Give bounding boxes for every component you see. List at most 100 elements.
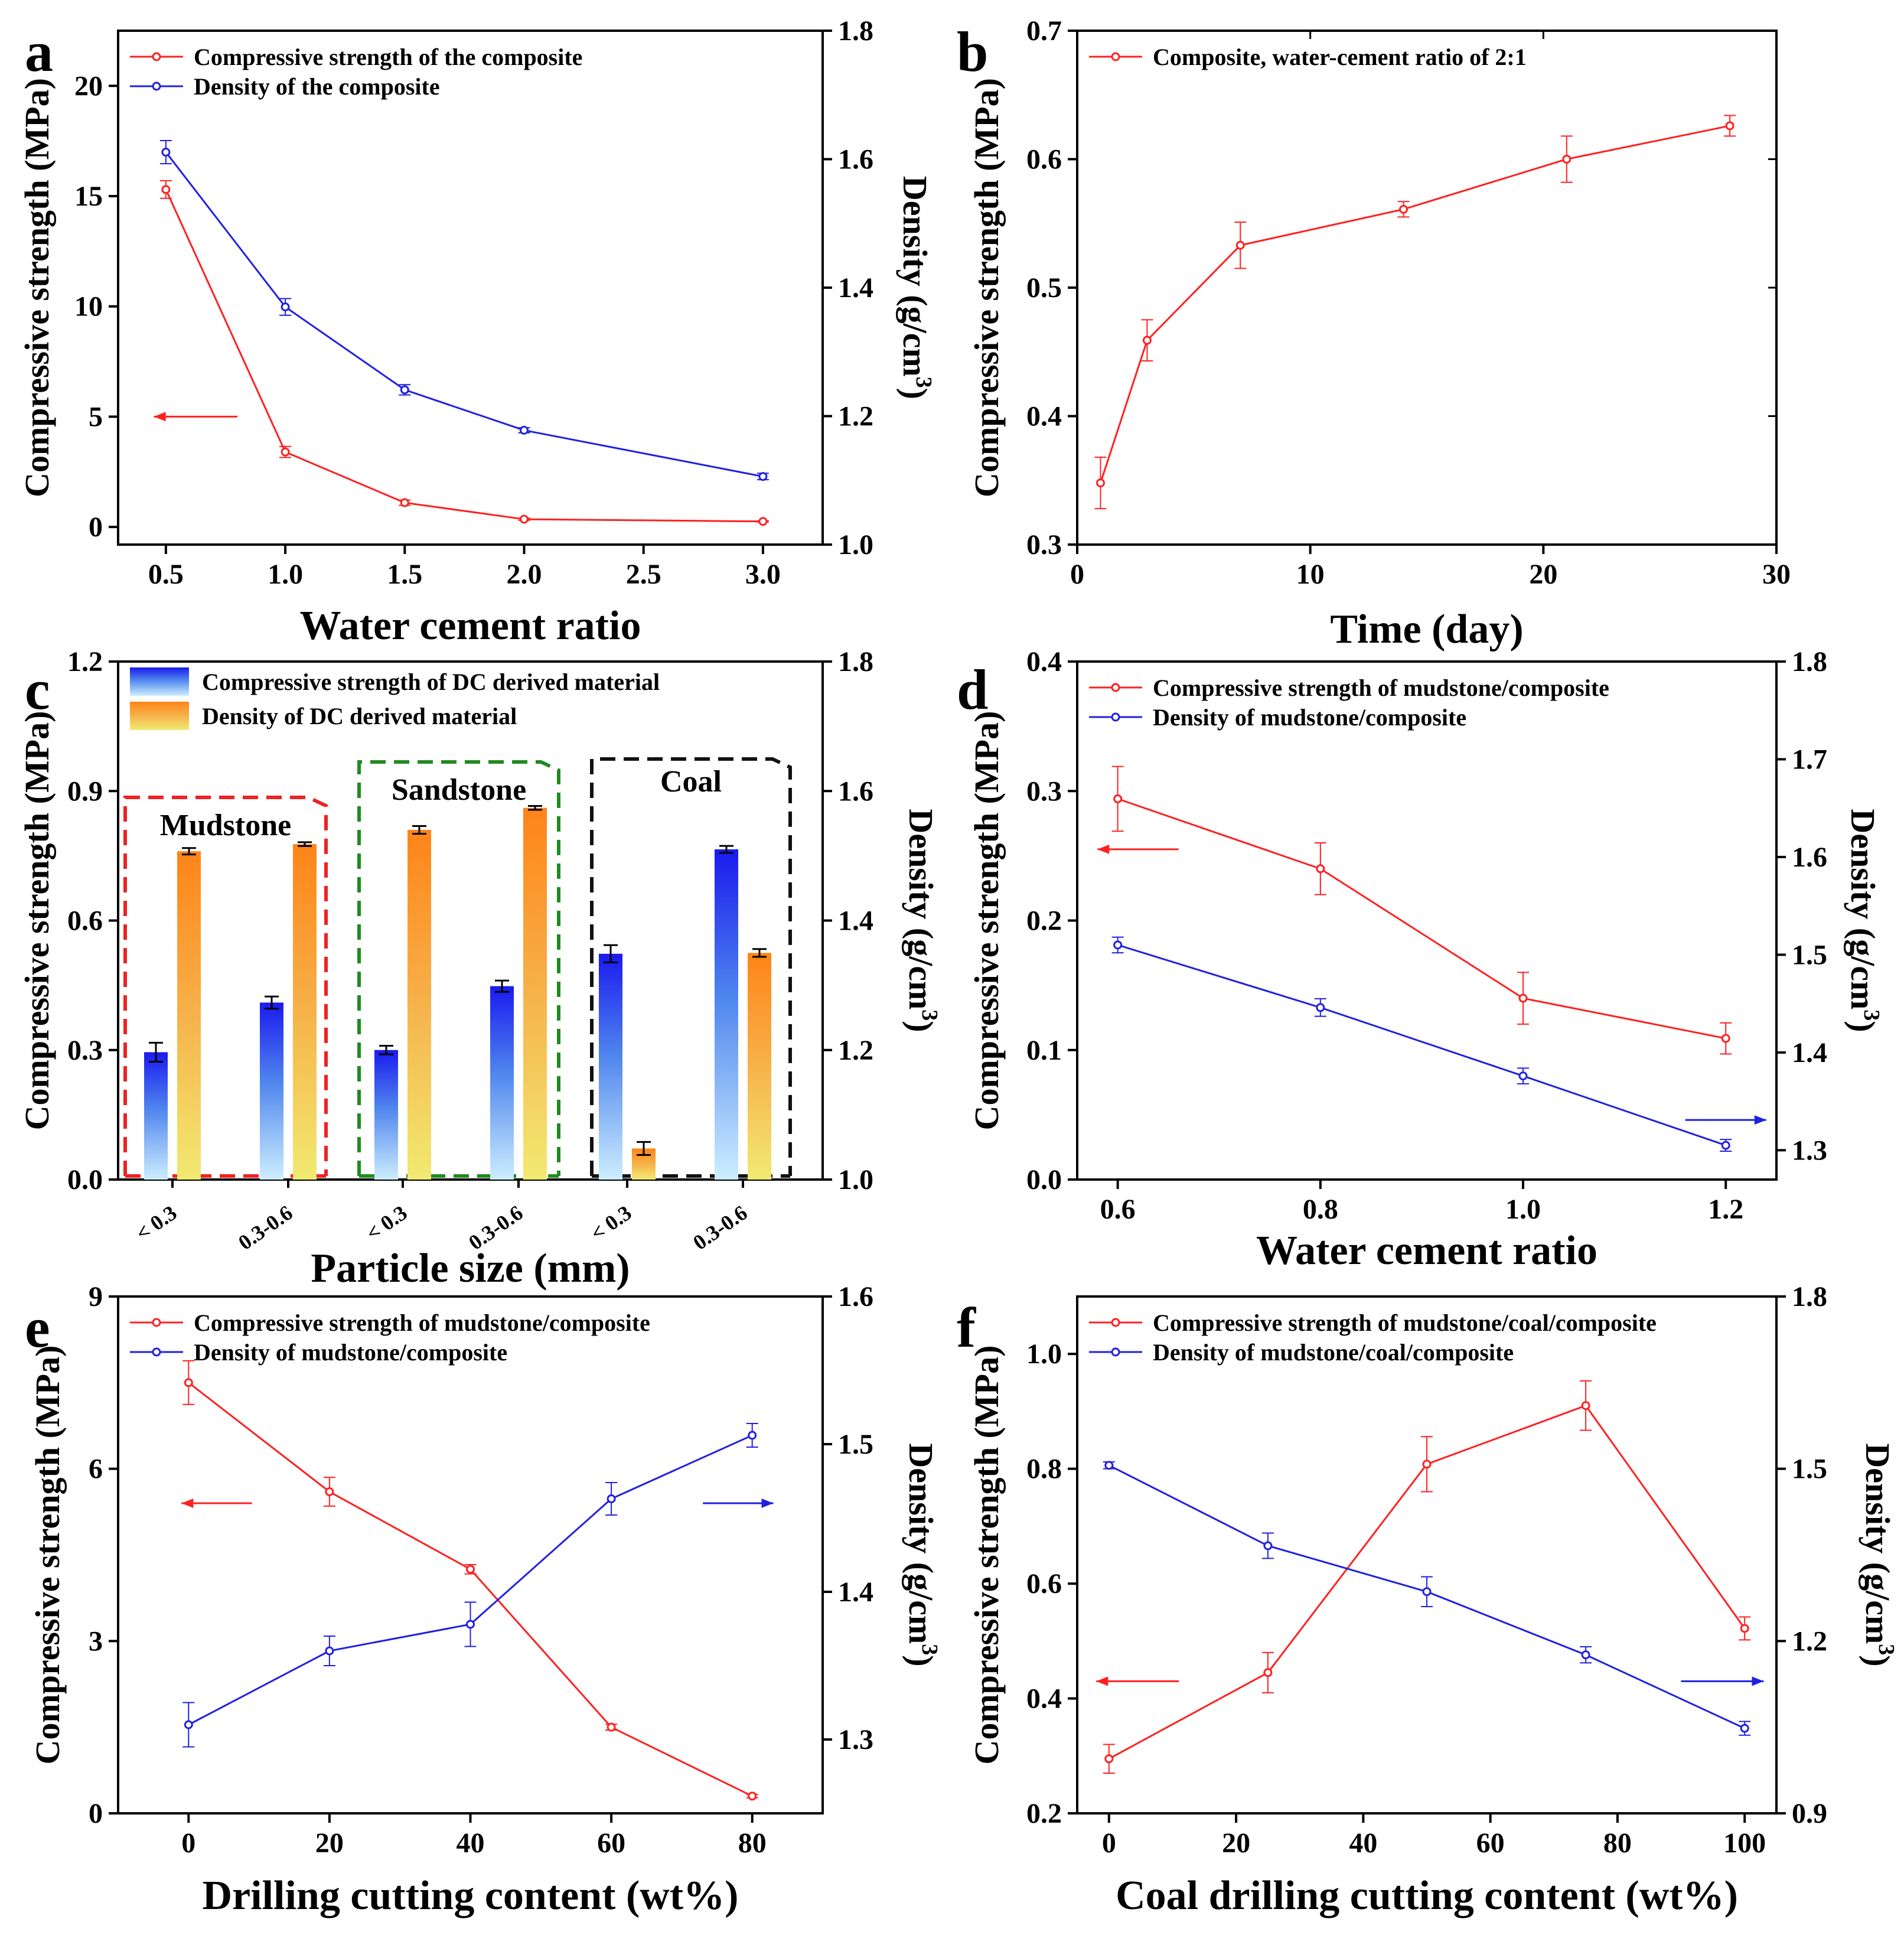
y2-axis-label: Density (g/cm3) [1859,1443,1899,1666]
y2-axis-tick-label: 1.4 [838,272,873,304]
data-point [161,185,171,194]
series-density-of-mudstone-composite [182,1423,758,1748]
y-axis-tick-label: 9 [89,1281,103,1312]
panel-f: 0.2 0.4 0.6 0.8 1.0 0.9 1.2 1.5 1.8 0 20 40 60 80 100 C… [957,1281,1899,1918]
y-axis-label: Compressive strength (MPa) [18,711,56,1131]
strength-error-bar [604,944,618,963]
y-axis-tick-label: 0.7 [1026,15,1062,47]
y-axis-label: Compressive strength (MPa) [28,1346,67,1765]
y-axis-label: Compressive strength (MPa) [18,78,56,497]
x-axis-tick-label: 0 [1070,559,1084,590]
data-point [607,1494,616,1503]
legend: Compressive strength of DC derived mater… [130,667,660,730]
panel-e: 0 3 6 9 1.3 1.4 1.5 1.6 0 20 40 60 80 Compressive str… [25,1281,942,1918]
series-density-of-mudstone-composite [1111,936,1732,1152]
y2-axis-label: Density (g/cm3) [1844,809,1884,1032]
y-axis-tick-label: 1.2 [67,646,103,677]
group-box [357,760,560,1176]
data-point [466,1620,475,1629]
series-compressive-strength-of-mudstone-composite [1111,765,1732,1055]
series-density-of-the-composite [159,139,769,481]
density-error-bar [637,1141,651,1156]
x-axis-tick-label: 2.0 [506,559,542,590]
x-axis-label: Particle size (mm) [311,1246,630,1291]
data-point [748,1791,757,1801]
y2-axis-tick-label: 1.3 [1792,1135,1827,1166]
y2-axis-tick-label: 1.3 [838,1724,873,1755]
particle-size-label: < 0.3 [362,1201,412,1246]
y2-axis-tick-label: 1.8 [838,15,873,47]
y2-axis-tick-label: 1.5 [1792,939,1827,970]
strength-error-bar [149,1041,163,1063]
data-point [281,302,290,312]
x-axis-tick-label: 30 [1762,559,1791,590]
data-point [1721,1141,1730,1150]
data-point [1422,1460,1432,1469]
y2-axis-label: Density (g/cm3) [902,1443,942,1666]
x-axis-tick-label: 1.2 [1708,1194,1743,1225]
data-point [1263,1541,1273,1550]
x-axis-tick-label: 40 [1349,1828,1377,1859]
data-point [1263,1668,1273,1677]
x-axis-label: Water cement ratio [1256,1228,1597,1273]
y2-axis-tick-label: 1.4 [1792,1037,1827,1069]
particle-size-label: 0.3-0.6 [234,1201,296,1255]
data-point [184,1720,193,1729]
y2-axis-tick-label: 1.8 [1792,646,1827,677]
density-error-bar [412,825,426,835]
legend-label: Density of mudstone/composite [1153,704,1466,731]
legend-entry: Density of mudstone/composite [1089,704,1466,731]
particle-size-label: < 0.3 [132,1201,181,1246]
data-point [1104,1754,1114,1764]
axis-arrow-left [181,1499,252,1508]
y2-axis-tick-label: 1.5 [838,1429,873,1460]
legend-label: Compressive strength of DC derived mater… [202,669,660,695]
data-point [1235,240,1245,250]
density-bar [293,844,317,1180]
legend-label: Density of mudstone/composite [194,1339,507,1366]
x-axis-label: Drilling cutting content (wt%) [203,1873,739,1918]
y-axis-tick-label: 3 [89,1625,103,1657]
x-axis-tick-label: 0.5 [148,559,184,590]
panel-b: 0.3 0.4 0.5 0.6 0.7 0 10 20 30 Composite, water-c… [957,15,1791,652]
y-axis-tick-label: 0.4 [1026,646,1062,677]
strength-bar [374,1050,398,1180]
y-axis-tick-label: 0.6 [1026,1568,1062,1600]
data-point [325,1487,334,1497]
axis-arrow-left [154,412,238,422]
data-point [161,148,171,157]
y2-axis-label: Density (g/cm3) [902,809,942,1032]
data-point [1725,121,1735,131]
data-point [1581,1650,1590,1660]
plot-frame [1076,660,1778,1181]
y-axis-tick-label: 5 [89,401,103,432]
legend-entry: Compressive strength of mudstone/composi… [1089,675,1609,701]
y-axis-tick-label: 6 [89,1454,103,1485]
plot-frame [117,1295,824,1815]
x-axis-tick-label: 1.0 [268,559,303,590]
legend-entry: Density of DC derived material [130,702,517,730]
y2-axis-tick-label: 1.5 [1792,1454,1827,1485]
y2-axis-tick-label: 1.0 [838,1164,873,1195]
y-axis-tick-label: 0.2 [1026,905,1062,937]
axis-arrow-left [1097,844,1179,854]
data-point [1104,1461,1114,1470]
y-axis-tick-label: 0.0 [1026,1164,1062,1195]
panel-label: c [25,658,50,721]
y-axis-tick-label: 0.4 [1026,401,1062,432]
strength-error-bar [495,979,509,993]
y-axis-tick-label: 0.8 [1026,1454,1062,1485]
data-point [466,1565,475,1574]
strength-error-bar [379,1044,393,1056]
data-point [1740,1724,1749,1733]
legend-label: Density of the composite [194,73,440,100]
panel-c: 0.0 0.3 0.6 0.9 1.2 1.0 1.2 1.4 1.6 1.8 Mudstone < … [18,646,942,1291]
y2-axis-tick-label: 1.8 [1792,1281,1827,1312]
y2-axis-tick-label: 1.2 [838,401,873,432]
legend-entry: Compressive strength of the composite [130,44,582,70]
x-axis-tick-label: 10 [1296,559,1325,590]
data-point [1113,794,1123,803]
x-axis-tick-label: 60 [597,1828,625,1859]
axis-arrow-right [1681,1676,1764,1686]
y-axis-tick-label: 0.4 [1026,1683,1062,1715]
